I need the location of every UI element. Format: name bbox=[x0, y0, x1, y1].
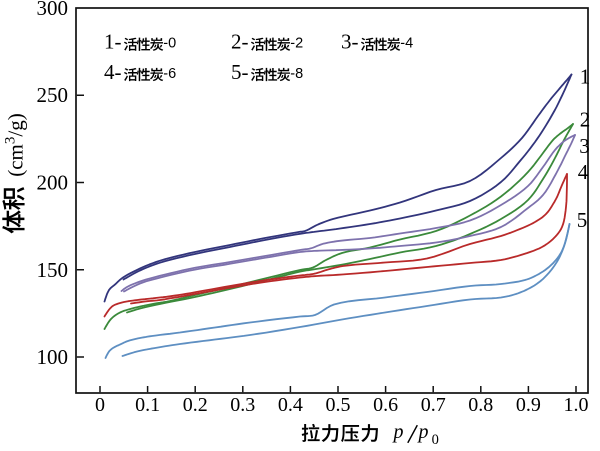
svg-text:p: p bbox=[417, 421, 429, 443]
svg-text:3-: 3- bbox=[341, 30, 359, 54]
svg-text:100: 100 bbox=[37, 345, 69, 369]
svg-text:4-: 4- bbox=[104, 60, 122, 84]
svg-text:0.2: 0.2 bbox=[183, 394, 208, 416]
svg-text:0: 0 bbox=[432, 432, 439, 446]
svg-text:300: 300 bbox=[37, 0, 69, 20]
svg-text:p: p bbox=[392, 421, 404, 443]
svg-text:250: 250 bbox=[37, 83, 69, 107]
svg-text:0.8: 0.8 bbox=[468, 394, 493, 416]
svg-text:-2: -2 bbox=[290, 36, 303, 52]
svg-text:200: 200 bbox=[37, 171, 69, 195]
svg-text:0.3: 0.3 bbox=[230, 394, 255, 416]
svg-text:2: 2 bbox=[580, 108, 591, 132]
svg-text:-6: -6 bbox=[163, 66, 176, 82]
svg-text:0.7: 0.7 bbox=[421, 394, 446, 416]
svg-text:-4: -4 bbox=[400, 36, 413, 52]
svg-text:5: 5 bbox=[577, 208, 588, 232]
svg-text:1-: 1- bbox=[104, 30, 122, 54]
svg-text:(cm3/g): (cm3/g) bbox=[3, 113, 28, 176]
svg-text:3: 3 bbox=[579, 134, 590, 158]
svg-text:0.6: 0.6 bbox=[373, 394, 398, 416]
svg-text:1.0: 1.0 bbox=[564, 394, 589, 416]
svg-text:-8: -8 bbox=[290, 66, 303, 82]
svg-text:0: 0 bbox=[95, 394, 105, 416]
svg-text:0.5: 0.5 bbox=[326, 394, 351, 416]
svg-text:2-: 2- bbox=[231, 30, 249, 54]
svg-text:150: 150 bbox=[37, 258, 69, 282]
svg-text:5-: 5- bbox=[231, 60, 249, 84]
svg-text:1: 1 bbox=[580, 65, 591, 89]
svg-text:0.1: 0.1 bbox=[135, 394, 160, 416]
svg-text:-0: -0 bbox=[163, 36, 176, 52]
svg-text:0.4: 0.4 bbox=[278, 394, 303, 416]
svg-text:0.9: 0.9 bbox=[516, 394, 541, 416]
svg-text:4: 4 bbox=[578, 160, 589, 184]
